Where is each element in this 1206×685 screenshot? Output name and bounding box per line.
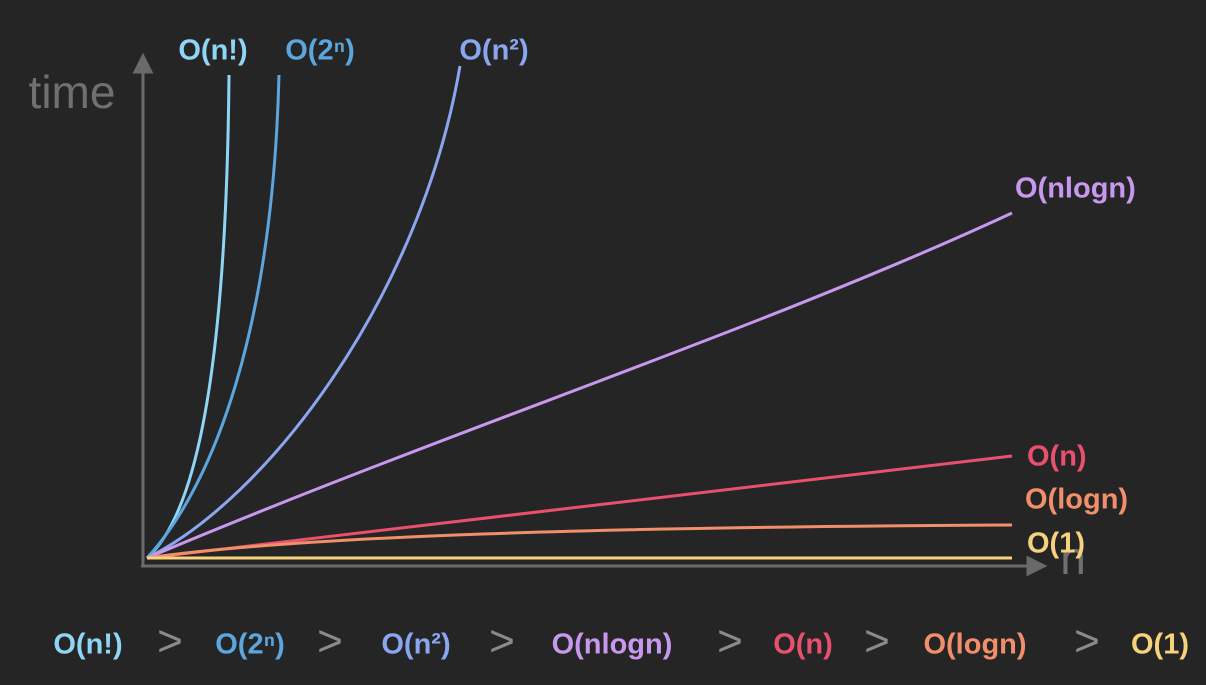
y-axis-title: time	[29, 66, 116, 118]
axes	[132, 52, 1048, 577]
ordering-separator: >	[157, 617, 183, 666]
x-arrow	[1026, 555, 1048, 577]
ordering-separator: >	[317, 617, 343, 666]
ordering-item: O(n)	[773, 629, 833, 661]
x-axis-title: n	[1060, 532, 1086, 584]
ordering-item: O(logn)	[923, 629, 1026, 661]
ordering-item: O(n²)	[381, 629, 450, 661]
y-arrow	[132, 52, 154, 74]
ordering-item: O(nlogn)	[552, 629, 673, 661]
curve-label: O(n²)	[459, 35, 528, 67]
growth-curve	[145, 74, 281, 560]
ordering-item: O(1)	[1131, 629, 1189, 661]
growth-curve	[146, 74, 231, 560]
curve-label: O(2ⁿ)	[285, 35, 354, 67]
curve-label: O(n)	[1027, 441, 1087, 473]
growth-curve	[146, 65, 462, 560]
growth-curve	[146, 454, 1013, 560]
ordering-separator: >	[489, 617, 515, 666]
ordering-separator: >	[717, 617, 743, 666]
growth-curve	[146, 211, 1013, 560]
curve-label: O(nlogn)	[1015, 173, 1136, 205]
ordering-separator: >	[1074, 617, 1100, 666]
curve-label: O(logn)	[1025, 484, 1128, 516]
ordering-item: O(2ⁿ)	[215, 629, 284, 661]
curve-label: O(1)	[1027, 528, 1085, 560]
curve-label: O(n!)	[178, 35, 247, 67]
ordering-item: O(n!)	[53, 629, 122, 661]
growth-curve	[146, 523, 1013, 560]
ordering-separator: >	[864, 617, 890, 666]
